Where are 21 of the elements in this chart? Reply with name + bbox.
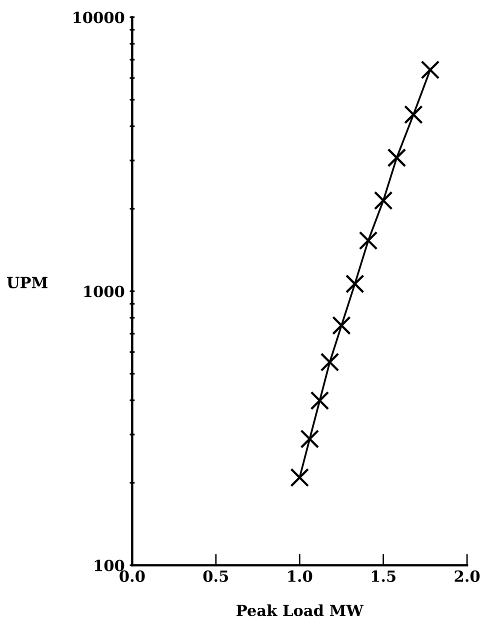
point — [404, 105, 423, 124]
point — [310, 391, 330, 410]
x-axis-title: Peak Load MW — [236, 604, 364, 616]
point — [290, 468, 310, 487]
x-tick-label: 0.5 — [203, 570, 228, 582]
point — [320, 352, 340, 372]
point — [300, 430, 320, 448]
point — [332, 316, 351, 335]
point — [420, 60, 440, 80]
x-tick-label: 1.0 — [288, 570, 312, 582]
point — [387, 148, 406, 168]
y-tick-label: 1000 — [84, 286, 124, 298]
point — [345, 274, 364, 294]
x-tick-label: 1.5 — [372, 570, 396, 582]
point — [358, 231, 378, 250]
y-tick-label: 10000 — [74, 12, 124, 24]
x-tick-label: 2.0 — [454, 570, 480, 582]
y-tick-label: 100 — [94, 560, 124, 572]
point — [374, 191, 393, 210]
x-tick-label: 0.0 — [120, 570, 145, 582]
y-axis-title: UPM — [6, 276, 48, 288]
